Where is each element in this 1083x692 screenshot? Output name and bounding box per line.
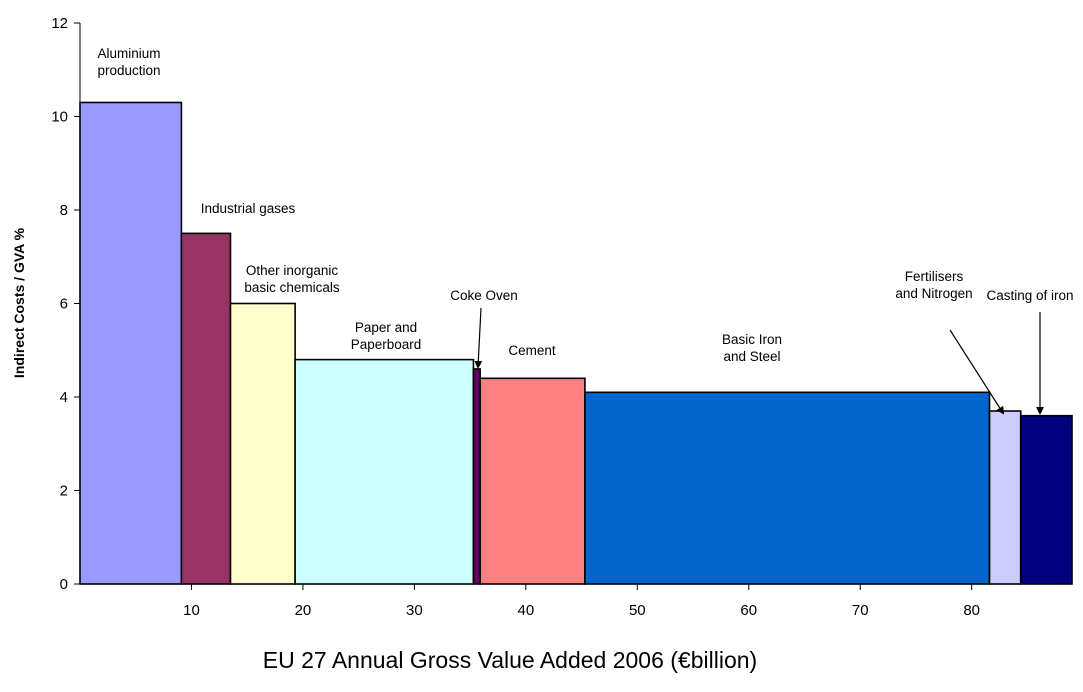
annotation-layer: Aluminium production Industrial gases Other…	[97, 46, 1074, 415]
y-tick-label: 2	[60, 483, 68, 500]
bar-label-casting-of-iron: Casting of iron	[986, 288, 1073, 303]
bar-label-industrial-gases: Industrial gases	[201, 201, 296, 216]
bar-label-paper-and-paperboard: Paper and Paperboard	[351, 320, 422, 352]
bar-paper-and-paperboard	[294, 358, 475, 585]
bar-label-cement: Cement	[508, 343, 556, 358]
bar-label-basic-iron-and-steel: Basic Iron and Steel	[722, 332, 782, 364]
bars-layer	[79, 101, 1073, 585]
x-tick-label: 40	[517, 602, 534, 619]
y-tick-label: 12	[51, 15, 68, 32]
bar-label-coke-oven: Coke Oven	[450, 288, 518, 303]
y-tick-label: 10	[51, 109, 68, 126]
y-tick-label: 0	[60, 576, 68, 593]
y-tick-label: 4	[60, 389, 68, 406]
bar-casting-of-iron	[1019, 414, 1073, 585]
axes-layer: 0 2 4 6 8 10 12 10 20 30 40 50 60 70 80	[51, 15, 1072, 619]
x-tick-label: 20	[295, 602, 312, 619]
bar-coke-oven	[472, 368, 481, 585]
x-axis-label: EU 27 Annual Gross Value Added 2006 (€bi…	[263, 647, 757, 673]
bar-aluminium-production	[79, 101, 183, 585]
x-tick-label: 30	[406, 602, 423, 619]
bar-fertilisers-and-nitrogen	[988, 410, 1022, 585]
bar-basic-iron-and-steel	[584, 391, 991, 585]
x-tick-label: 70	[852, 602, 869, 619]
bar-label-other-inorganic-basic-chemicals: Other inorganic basic chemicals	[244, 263, 340, 295]
bar-other-inorganic-basic-chemicals	[229, 302, 296, 585]
bar-label-fertilisers-and-nitrogen: Fertilisers and Nitrogen	[895, 269, 972, 301]
bar-cement	[479, 377, 586, 585]
x-tick-label: 80	[963, 602, 980, 619]
x-tick-label: 10	[183, 602, 200, 619]
arrow-fertilisers-and-nitrogen	[949, 329, 1005, 415]
y-axis-label: Indirect Costs / GVA %	[11, 227, 27, 378]
x-tick-label: 50	[629, 602, 646, 619]
y-tick-label: 6	[60, 296, 68, 313]
bar-label-aluminium-production: Aluminium production	[97, 46, 160, 78]
bar-industrial-gases	[180, 232, 232, 585]
y-tick-label: 8	[60, 202, 68, 219]
arrow-coke-oven	[474, 307, 483, 369]
x-tick-label: 60	[740, 602, 757, 619]
